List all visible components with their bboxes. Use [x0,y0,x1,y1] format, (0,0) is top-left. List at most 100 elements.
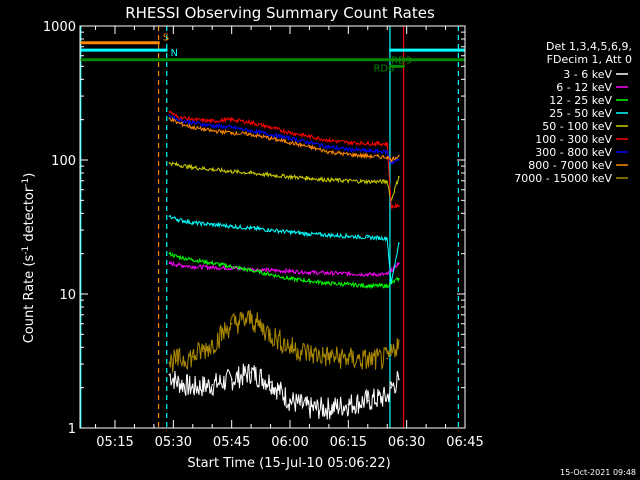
data-point [168,110,171,113]
data-point [211,223,214,226]
series-group [168,110,400,420]
data-point [289,141,291,144]
series-line [168,161,400,201]
data-point [176,255,179,258]
y-tick-label: 1 [68,422,76,437]
data-point [191,355,194,358]
data-point [386,180,389,183]
data-point [398,277,400,280]
data-point [289,137,291,140]
x-tick-label: 05:45 [213,435,250,450]
y-tick-label: 100 [51,154,76,169]
data-point [328,151,330,153]
data-point [347,283,350,286]
legend-header: Det 1,3,4,5,6,9, [546,40,632,53]
data-point [211,120,214,122]
data-point [398,262,400,264]
data-point [386,237,389,240]
data-point [191,118,194,121]
data-point [308,146,311,148]
data-point [308,407,311,410]
data-point [230,118,233,121]
data-point [366,285,369,287]
chart-title: RHESSI Observing Summary Count Rates [125,4,435,22]
data-point [191,166,194,169]
data-point [366,236,369,239]
data-point [191,258,194,261]
annotation-label: RD9 [391,55,412,66]
data-point [191,386,194,389]
data-point [308,233,311,235]
data-point [328,179,330,181]
data-point [386,396,389,398]
data-point [289,131,291,134]
data-point [398,159,400,161]
data-point [386,285,389,287]
legend-label: 25 - 50 keV [549,107,612,120]
data-point [230,378,233,381]
data-point [366,273,369,276]
data-point [347,357,350,360]
data-point [176,264,179,266]
legend-label: 800 - 7000 keV [528,159,612,172]
data-point [250,172,252,174]
data-point [269,126,272,129]
data-point [176,218,179,221]
data-point [347,235,350,237]
data-point [347,179,350,182]
data-point [211,266,214,269]
x-tick-label: 06:00 [271,435,308,450]
axes: 1 10 100 1000 05:15 05:30 05:45 06:00 06:15 06:30… [43,20,484,450]
data-point [269,273,272,276]
data-point [289,175,291,178]
data-point [269,381,272,383]
footer-timestamp: 15-Oct-2021 09:48 [560,468,636,477]
data-point [211,262,214,264]
data-point [230,170,233,173]
data-point [347,153,350,156]
data-point [269,269,272,272]
data-point [386,273,389,276]
data-point [386,143,389,145]
data-point [191,126,194,129]
data-point [176,118,179,121]
legend-label: 7000 - 15000 keV [514,172,612,185]
data-point [328,234,330,236]
data-point [289,277,291,280]
data-point [390,282,392,285]
annotation-label: N [171,48,178,59]
data-point [191,121,194,124]
x-tick-label: 05:15 [96,435,133,450]
series-line [169,110,400,210]
data-point [176,121,179,124]
data-point [250,371,252,374]
data-point [168,361,171,363]
data-point [308,280,311,282]
x-tick-label: 06:30 [388,435,425,450]
data-point [168,252,171,255]
data-point [366,150,369,152]
annotation-label: S [163,33,169,44]
y-tick-label: 1000 [43,20,76,35]
data-point [308,135,311,138]
data-point [366,155,369,157]
data-point [366,359,369,362]
data-point [386,156,389,158]
data-point [390,269,392,272]
legend: Det 1,3,4,5,6,9,FDecim 1, Att 0 3 - 6 keV… [514,40,632,185]
data-point [211,130,214,132]
data-point [176,116,179,118]
data-point [269,174,272,177]
vertical-markers [80,26,459,428]
data-point [289,270,291,272]
data-point [366,399,369,402]
data-point [386,151,389,153]
data-point [390,162,392,164]
data-point [176,359,179,362]
data-point [328,407,330,410]
data-point [328,282,330,285]
data-point [168,117,171,120]
data-point [250,269,252,272]
